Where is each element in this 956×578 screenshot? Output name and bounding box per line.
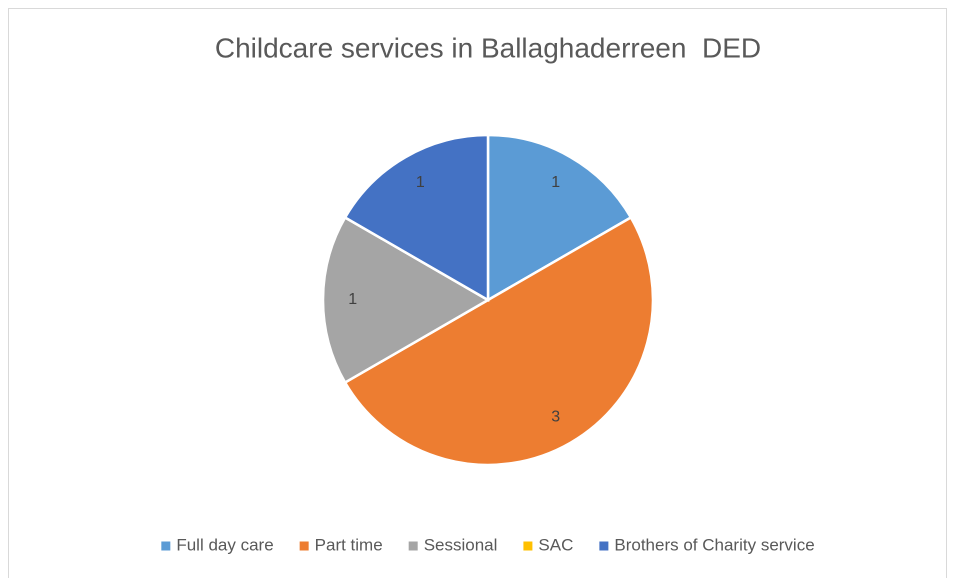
legend-label: Sessional <box>424 535 498 554</box>
pie-slice <box>343 215 655 467</box>
legend-label: Part time <box>315 535 383 554</box>
legend-swatch <box>523 541 533 551</box>
legend-swatch <box>408 541 418 551</box>
data-label: 1 <box>551 174 560 191</box>
data-label: 3 <box>551 408 560 425</box>
pie-slice <box>486 133 633 303</box>
data-label: 1 <box>416 174 425 191</box>
legend-label: SAC <box>538 535 573 554</box>
pie-slice <box>321 215 491 385</box>
legend-swatch <box>599 541 609 551</box>
chart-title: Childcare services in Ballaghaderreen DE… <box>215 32 761 63</box>
legend-swatch <box>161 541 171 551</box>
legend-label: Full day care <box>176 535 273 554</box>
data-label: 1 <box>348 291 357 308</box>
legend-swatch <box>299 541 309 551</box>
legend-label: Brothers of Charity service <box>614 535 814 554</box>
pie-slice <box>343 133 490 303</box>
